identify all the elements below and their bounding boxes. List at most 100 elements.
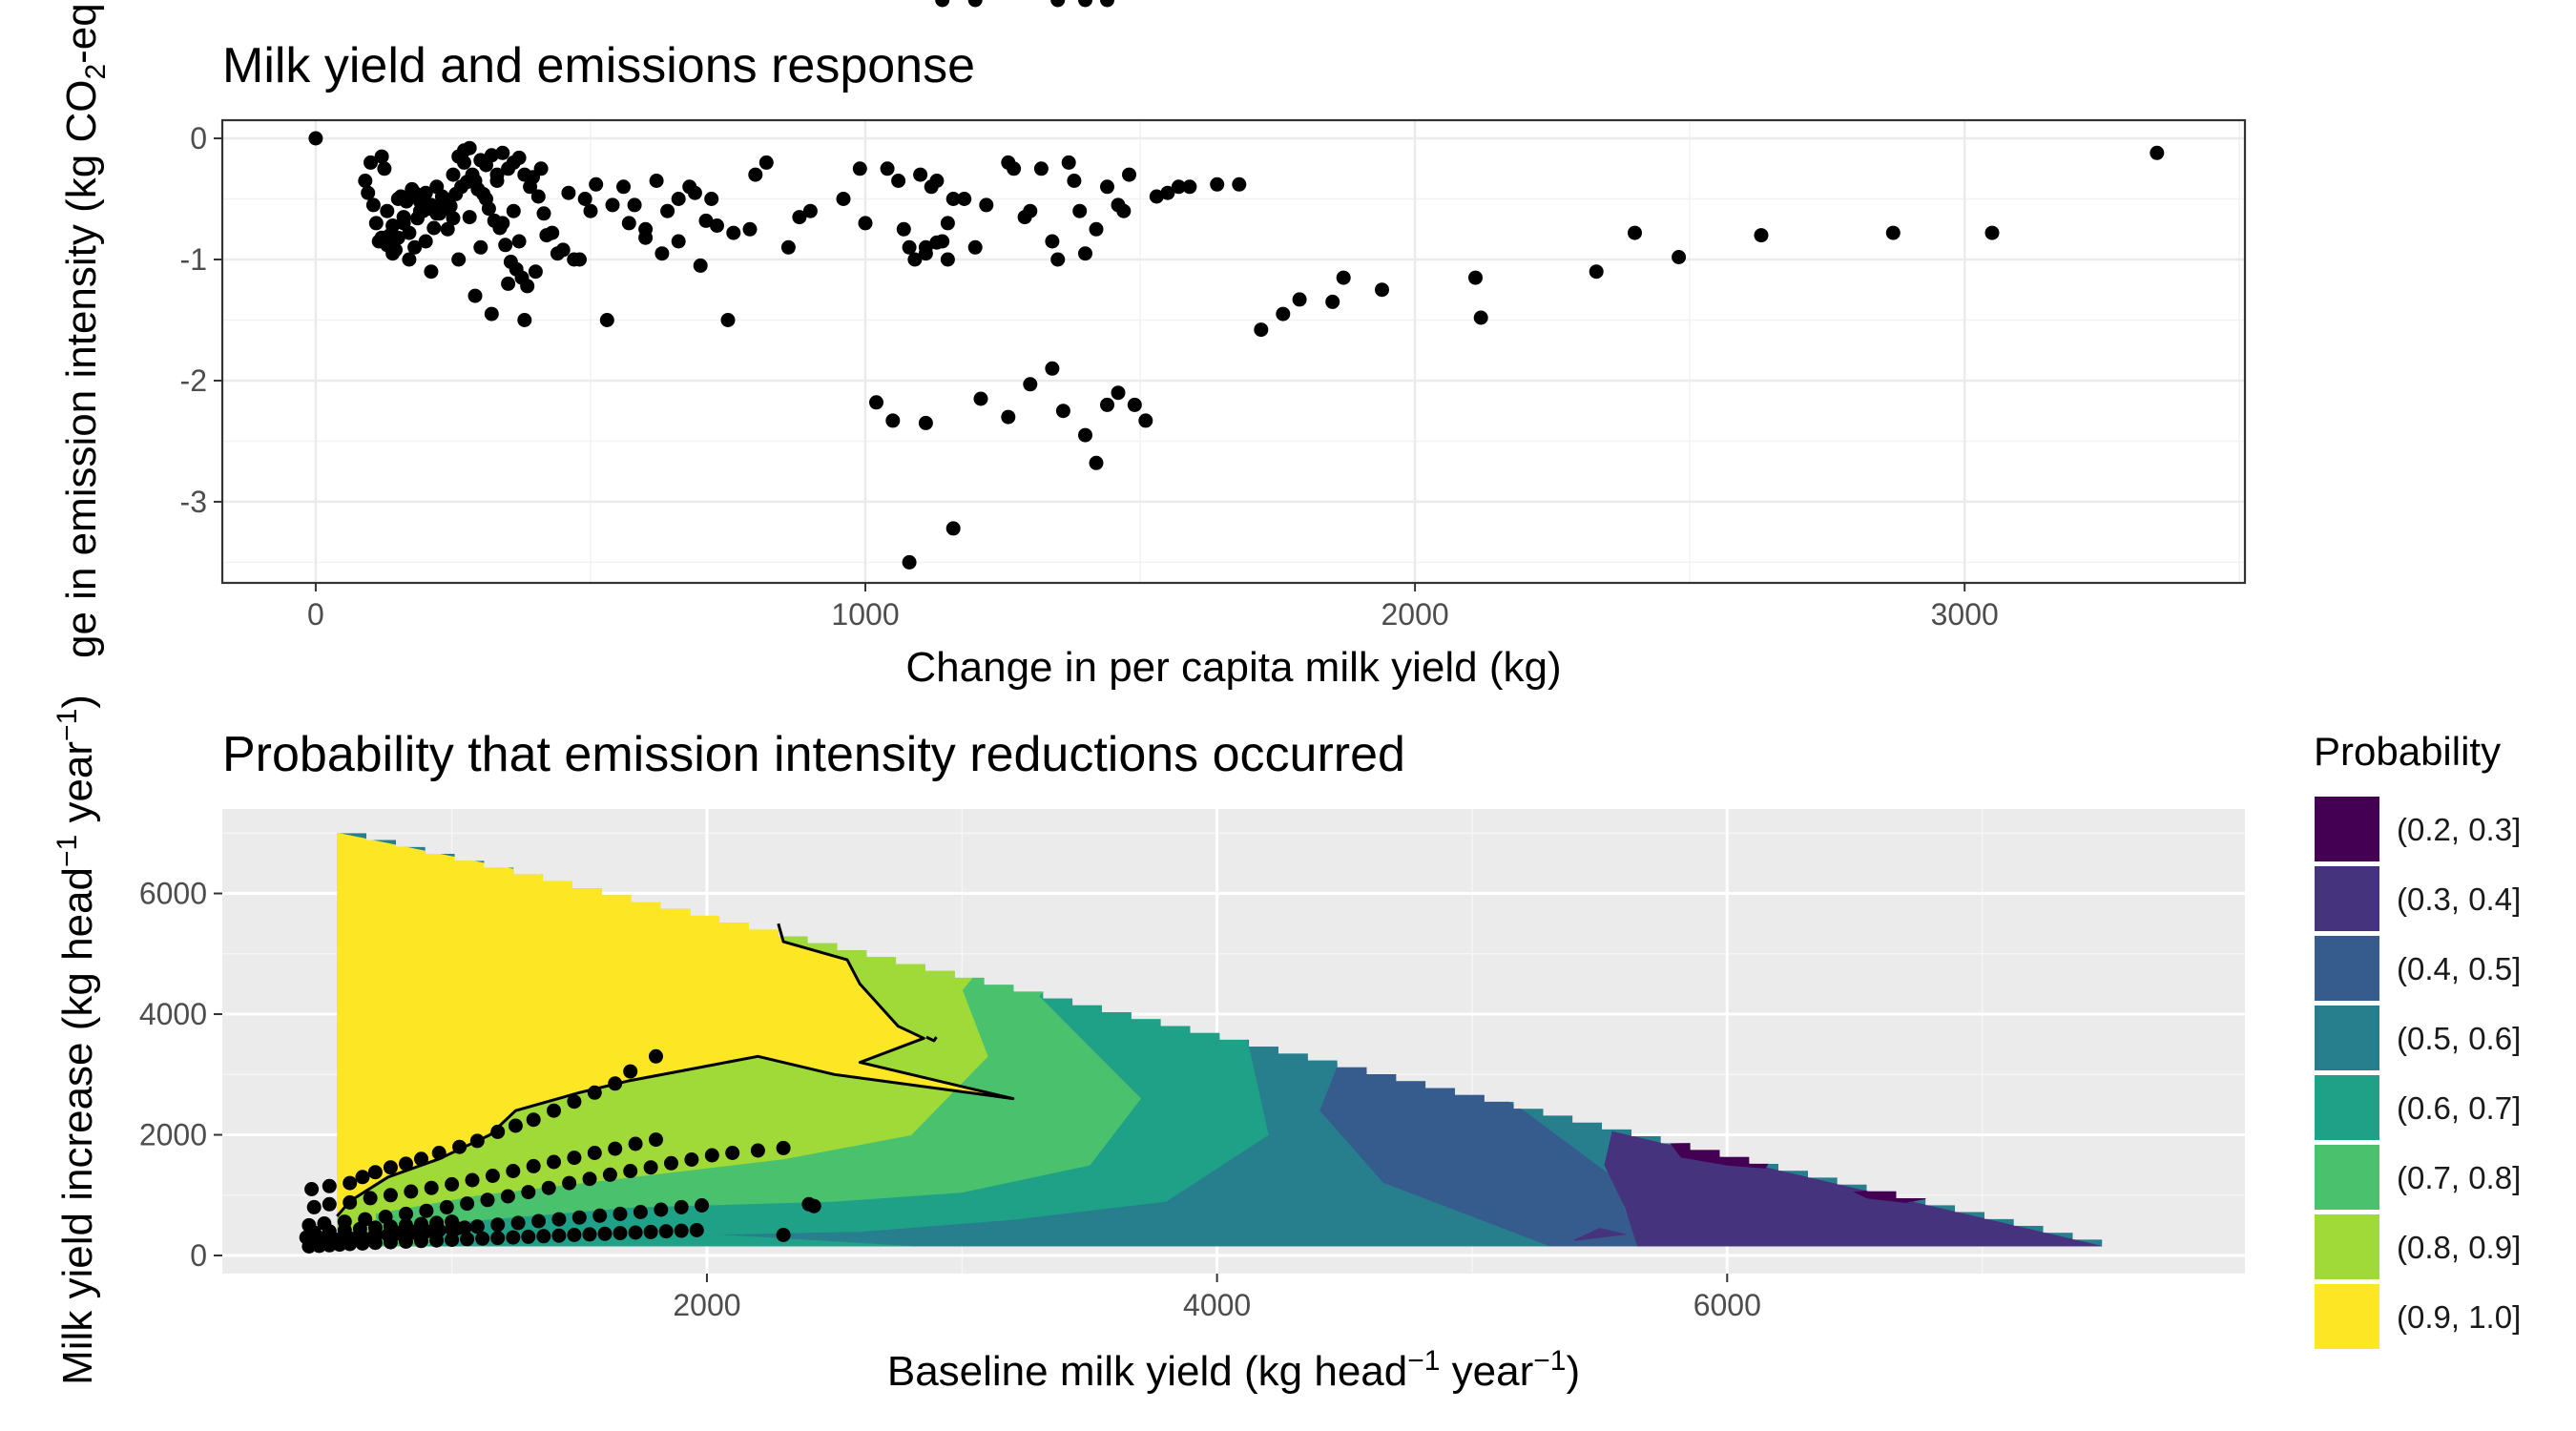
top-y-axis: 0 -1 -2 -3 (180, 121, 222, 519)
legend-key-label: (0.4, 0.5] (2397, 951, 2521, 986)
top-x-axis-label: Change in per capita milk yield (kg) (905, 644, 1561, 691)
top-scatter-point (388, 242, 403, 258)
legend-key-swatch (2313, 1073, 2381, 1142)
bottom-scatter-points (299, 1048, 821, 1254)
top-scatter-point (671, 192, 686, 206)
top-scatter-point (476, 186, 491, 201)
bottom-scatter-point (414, 1151, 428, 1167)
top-y-tick-label: -1 (180, 242, 207, 277)
bottom-scatter-point (526, 1158, 541, 1173)
bottom-scatter-point (429, 1215, 445, 1231)
bottom-scatter-point (613, 1226, 628, 1241)
legend: Probability (0.2, 0.3] (0.3, 0.4] (0.4, 0.… (2313, 729, 2521, 1351)
top-scatter-point (660, 203, 675, 218)
top-scatter-point (526, 170, 540, 185)
top-y-axis-label: ge in emission intensity (kg CO2-eq (58, 3, 112, 658)
top-scatter-point (902, 239, 917, 255)
bottom-scatter-point (424, 1180, 439, 1195)
top-scatter-point (1078, 246, 1092, 261)
bottom-scatter-point (608, 1076, 623, 1091)
top-scatter-point (1149, 189, 1164, 204)
top-scatter-point (802, 203, 818, 218)
bottom-scatter-point (776, 1228, 791, 1242)
top-scatter-point (399, 194, 414, 209)
top-scatter-point (589, 176, 604, 192)
top-scatter-point (858, 216, 873, 231)
bottom-scatter-point (602, 1167, 617, 1182)
bottom-scatter-point (431, 1146, 447, 1160)
top-scatter-point (1078, 427, 1092, 443)
top-scatter-point (365, 197, 381, 213)
top-scatter-point (780, 239, 796, 255)
bottom-y-tick-label: 6000 (139, 877, 207, 911)
top-y-tick-label: -3 (180, 485, 207, 519)
bottom-scatter-point (704, 1148, 719, 1163)
top-scatter-point (520, 279, 535, 294)
top-x-tick-label: 2000 (1381, 597, 1449, 632)
bottom-scatter-point (355, 1170, 370, 1185)
top-gridlines (222, 120, 2245, 583)
bottom-scatter-point (551, 1212, 567, 1227)
top-scatter-point (1336, 270, 1351, 285)
top-scatter-point (1061, 155, 1076, 170)
bottom-scatter-point (776, 1140, 791, 1155)
bottom-scatter-point (628, 1136, 643, 1151)
bottom-scatter-point (399, 1206, 413, 1221)
top-scatter-point (1045, 361, 1060, 376)
bottom-scatter-point (465, 1172, 480, 1188)
top-scatter-point (308, 131, 323, 146)
bottom-scatter-point (469, 1219, 485, 1234)
top-scatter-point (627, 197, 642, 213)
legend-key-swatch (2313, 1282, 2381, 1351)
top-scatter-point (957, 192, 972, 206)
top-scatter-point (671, 234, 686, 249)
top-scatter-point (432, 206, 447, 221)
top-scatter-point (1100, 0, 1114, 8)
top-scatter-point (726, 225, 741, 240)
top-scatter-point (498, 238, 513, 253)
top-scatter-point (492, 220, 508, 236)
bottom-scatter-point (460, 1196, 475, 1212)
top-scatter-point (407, 239, 423, 255)
top-scatter-point (424, 264, 439, 280)
top-scatter-point (421, 201, 436, 217)
top-scatter-point (605, 197, 620, 213)
bottom-scatter-point (439, 1199, 454, 1214)
top-scatter-point (1628, 225, 1642, 240)
bottom-scatter-point (490, 1124, 506, 1139)
top-scatter-point (583, 203, 598, 218)
top-scatter-point (902, 554, 917, 570)
top-scatter-point (1375, 282, 1389, 298)
top-scatter-point (358, 174, 373, 188)
top-scatter-point (1100, 179, 1114, 195)
top-scatter-point (511, 234, 527, 249)
top-scatter-point (577, 192, 592, 206)
bottom-scatter-point (536, 1229, 551, 1244)
top-scatter-point (1122, 167, 1136, 182)
top-scatter-point (1468, 270, 1483, 285)
top-scatter-point (1984, 225, 2000, 240)
top-scatter-point (511, 150, 527, 165)
bottom-scatter-point (643, 1224, 658, 1239)
bottom-panel-title: Probability that emission intensity redu… (222, 727, 1405, 782)
bottom-scatter-point (490, 1231, 506, 1246)
top-scatter-point (1672, 250, 1687, 264)
top-scatter-point (2150, 145, 2165, 160)
top-scatter-point (967, 239, 983, 255)
contour-line (925, 1035, 938, 1043)
top-scatter-point (913, 167, 928, 182)
bottom-scatter-point (541, 1180, 556, 1195)
top-scatter-point (361, 185, 376, 200)
legend-key-swatch (2313, 795, 2381, 863)
top-scatter-point (1089, 221, 1104, 237)
top-scatter-point (446, 167, 461, 182)
top-scatter-point (465, 167, 480, 182)
bottom-scatter-point (562, 1175, 577, 1191)
top-scatter-point (446, 211, 461, 226)
top-scatter-point (1055, 404, 1070, 419)
bottom-scatter-point (806, 1198, 821, 1213)
top-scatter-point (1182, 179, 1197, 195)
bottom-scatter-point (480, 1192, 495, 1208)
bottom-scatter-point (460, 1232, 475, 1247)
bottom-scatter-point (414, 1216, 428, 1232)
